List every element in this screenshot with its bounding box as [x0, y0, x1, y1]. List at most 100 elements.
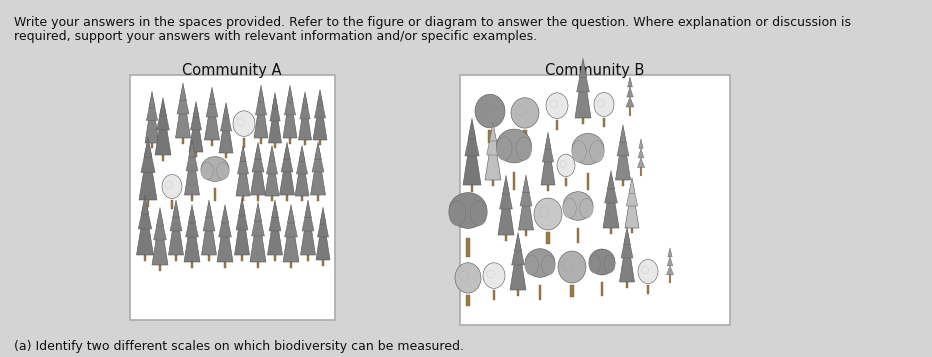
Bar — [492, 180, 494, 186]
Ellipse shape — [480, 104, 491, 114]
Polygon shape — [314, 92, 325, 118]
Ellipse shape — [590, 141, 604, 162]
Bar — [317, 195, 319, 201]
Polygon shape — [240, 145, 246, 162]
Polygon shape — [269, 95, 281, 121]
Bar — [577, 228, 579, 243]
Polygon shape — [186, 142, 198, 171]
Polygon shape — [287, 85, 293, 102]
Polygon shape — [283, 212, 299, 262]
Polygon shape — [300, 94, 310, 119]
Ellipse shape — [216, 162, 229, 180]
Ellipse shape — [483, 263, 505, 288]
Ellipse shape — [166, 181, 172, 189]
Bar — [271, 196, 273, 201]
Polygon shape — [269, 202, 281, 231]
Bar — [274, 255, 276, 261]
Polygon shape — [605, 173, 617, 203]
Bar — [524, 130, 527, 141]
Polygon shape — [157, 207, 163, 226]
Ellipse shape — [534, 198, 562, 230]
Bar — [301, 196, 303, 201]
Polygon shape — [250, 210, 266, 262]
Polygon shape — [485, 130, 501, 180]
Ellipse shape — [641, 266, 649, 274]
Polygon shape — [149, 91, 155, 108]
Bar — [466, 295, 470, 306]
Ellipse shape — [594, 92, 614, 116]
Polygon shape — [638, 149, 644, 158]
Polygon shape — [268, 99, 281, 143]
Polygon shape — [252, 205, 265, 236]
Ellipse shape — [470, 201, 487, 226]
Polygon shape — [668, 248, 672, 257]
FancyBboxPatch shape — [460, 75, 730, 325]
Bar — [274, 143, 276, 148]
Polygon shape — [298, 98, 311, 140]
Ellipse shape — [511, 98, 539, 128]
Polygon shape — [136, 203, 154, 255]
Polygon shape — [157, 100, 170, 130]
Polygon shape — [542, 134, 554, 162]
Polygon shape — [627, 77, 633, 87]
Ellipse shape — [589, 249, 615, 275]
Polygon shape — [617, 127, 629, 156]
Bar — [242, 138, 245, 147]
Ellipse shape — [497, 129, 531, 163]
Bar — [320, 140, 321, 145]
Ellipse shape — [563, 260, 572, 270]
Polygon shape — [251, 149, 266, 195]
Polygon shape — [169, 207, 184, 255]
Polygon shape — [577, 61, 589, 92]
Bar — [257, 195, 259, 201]
Bar — [546, 232, 550, 244]
Ellipse shape — [563, 198, 576, 218]
Polygon shape — [284, 87, 295, 115]
Bar — [290, 262, 292, 268]
Polygon shape — [272, 92, 278, 109]
Polygon shape — [514, 232, 522, 251]
Polygon shape — [219, 207, 231, 237]
Polygon shape — [142, 195, 149, 215]
Ellipse shape — [475, 94, 505, 128]
Polygon shape — [626, 97, 634, 107]
Polygon shape — [510, 240, 526, 290]
Polygon shape — [283, 142, 290, 159]
Polygon shape — [190, 104, 201, 130]
Polygon shape — [188, 140, 196, 157]
Polygon shape — [206, 200, 212, 217]
Polygon shape — [184, 212, 200, 262]
Polygon shape — [541, 139, 555, 185]
Polygon shape — [254, 202, 262, 221]
Polygon shape — [667, 257, 673, 266]
Bar — [144, 255, 145, 261]
Polygon shape — [318, 210, 329, 237]
Bar — [505, 235, 507, 241]
Polygon shape — [239, 197, 245, 216]
Polygon shape — [296, 147, 308, 174]
Polygon shape — [520, 177, 532, 206]
Ellipse shape — [572, 141, 586, 162]
Bar — [322, 260, 323, 266]
Bar — [603, 118, 605, 127]
Bar — [610, 228, 611, 234]
Polygon shape — [603, 178, 619, 228]
Bar — [213, 188, 216, 201]
Ellipse shape — [455, 263, 481, 293]
Polygon shape — [152, 215, 168, 265]
Polygon shape — [267, 147, 278, 174]
Bar — [183, 138, 184, 144]
Ellipse shape — [487, 270, 495, 278]
Bar — [493, 290, 495, 300]
Text: required, support your answers with relevant information and/or specific example: required, support your answers with rele… — [14, 30, 537, 43]
Ellipse shape — [541, 255, 555, 275]
Polygon shape — [580, 58, 586, 77]
Polygon shape — [154, 210, 167, 240]
Polygon shape — [189, 108, 203, 152]
Bar — [488, 130, 492, 142]
Polygon shape — [302, 202, 314, 231]
Polygon shape — [146, 94, 158, 121]
Ellipse shape — [162, 175, 182, 198]
Ellipse shape — [589, 255, 600, 273]
Polygon shape — [575, 66, 591, 118]
